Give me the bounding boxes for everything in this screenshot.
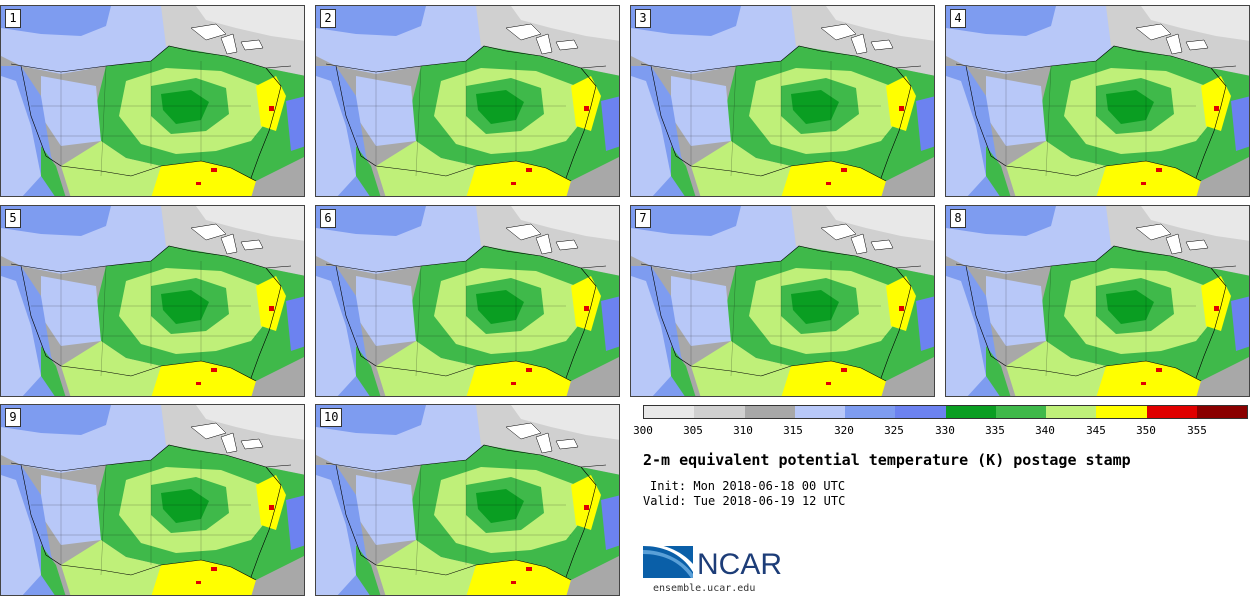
colorbar-segment bbox=[744, 406, 795, 418]
colorbar-tick: 320 bbox=[834, 424, 854, 437]
stamp-map-4: 4 bbox=[945, 5, 1250, 197]
colorbar-segment bbox=[694, 406, 745, 418]
stamp-map-5: 5 bbox=[0, 205, 305, 397]
stamp-map-6: 6 bbox=[315, 205, 620, 397]
colorbar-tick: 345 bbox=[1086, 424, 1106, 437]
stamp-map-1: 1 bbox=[0, 5, 305, 197]
colorbar-segment bbox=[995, 406, 1046, 418]
map-graphic bbox=[946, 6, 1249, 196]
stamp-label: 2 bbox=[320, 9, 336, 28]
map-graphic bbox=[1, 6, 304, 196]
colorbar bbox=[643, 405, 1248, 419]
colorbar-tick: 335 bbox=[985, 424, 1005, 437]
map-graphic bbox=[631, 6, 934, 196]
stamp-label: 1 bbox=[5, 9, 21, 28]
colorbar-segment bbox=[895, 406, 946, 418]
map-graphic bbox=[316, 6, 619, 196]
colorbar-tick: 300 bbox=[633, 424, 653, 437]
stamp-map-3: 3 bbox=[630, 5, 935, 197]
valid-time: Valid: Tue 2018-06-19 12 UTC bbox=[643, 494, 846, 508]
stamp-label: 9 bbox=[5, 408, 21, 427]
colorbar-segment bbox=[644, 406, 695, 418]
colorbar-tick: 355 bbox=[1187, 424, 1207, 437]
colorbar-segment bbox=[845, 406, 896, 418]
stamp-map-7: 7 bbox=[630, 205, 935, 397]
ncar-logo-icon bbox=[643, 543, 693, 578]
colorbar-tick: 325 bbox=[884, 424, 904, 437]
map-graphic bbox=[1, 405, 304, 595]
colorbar-tick: 310 bbox=[733, 424, 753, 437]
stamp-label: 8 bbox=[950, 209, 966, 228]
colorbar-tick: 340 bbox=[1035, 424, 1055, 437]
colorbar-segment bbox=[1046, 406, 1097, 418]
init-time: Init: Mon 2018-06-18 00 UTC bbox=[650, 479, 846, 493]
colorbar-segment bbox=[945, 406, 996, 418]
stamp-map-10: 10 bbox=[315, 404, 620, 596]
stamp-label: 3 bbox=[635, 9, 651, 28]
map-graphic bbox=[316, 405, 619, 595]
colorbar-segment bbox=[794, 406, 845, 418]
stamp-label: 10 bbox=[320, 408, 343, 427]
map-graphic bbox=[631, 206, 934, 396]
colorbar-segment bbox=[1196, 406, 1247, 418]
stamp-map-8: 8 bbox=[945, 205, 1250, 397]
colorbar-tick: 315 bbox=[783, 424, 803, 437]
stamp-map-9: 9 bbox=[0, 404, 305, 596]
chart-title: 2-m equivalent potential temperature (K)… bbox=[643, 451, 1131, 469]
colorbar-segment bbox=[1146, 406, 1197, 418]
map-graphic bbox=[316, 206, 619, 396]
stamp-label: 4 bbox=[950, 9, 966, 28]
colorbar-tick: 305 bbox=[683, 424, 703, 437]
stamp-label: 5 bbox=[5, 209, 21, 228]
colorbar-tick: 350 bbox=[1136, 424, 1156, 437]
stamp-label: 7 bbox=[635, 209, 651, 228]
map-graphic bbox=[1, 206, 304, 396]
stamp-map-2: 2 bbox=[315, 5, 620, 197]
logo-text: NCAR bbox=[697, 548, 783, 581]
stamp-label: 6 bbox=[320, 209, 336, 228]
colorbar-tick: 330 bbox=[935, 424, 955, 437]
colorbar-segment bbox=[1096, 406, 1147, 418]
map-graphic bbox=[946, 206, 1249, 396]
site-url: ensemble.ucar.edu bbox=[653, 583, 756, 594]
